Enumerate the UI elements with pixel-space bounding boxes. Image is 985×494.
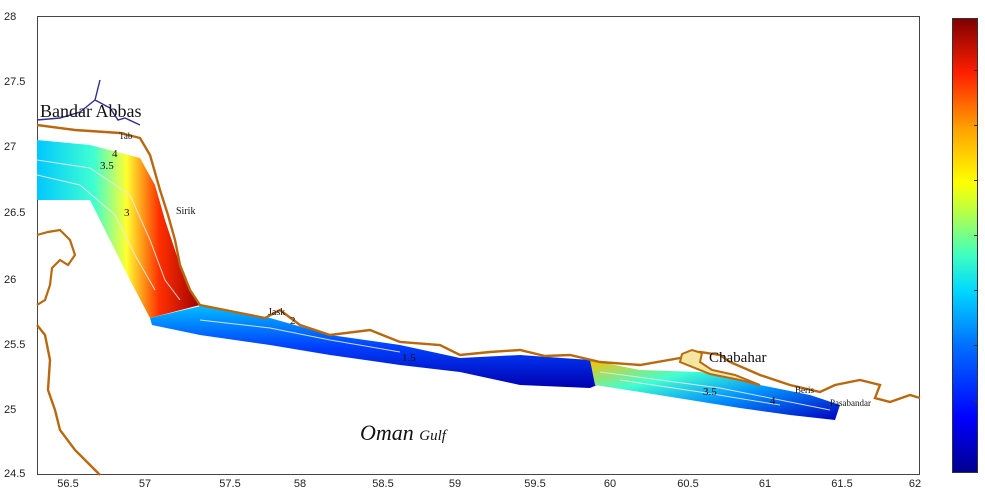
sea-label-main: Oman <box>360 420 414 445</box>
x-tick: 58 <box>294 478 306 490</box>
wave-field-central <box>150 305 620 388</box>
colorbar-tick <box>974 400 978 401</box>
y-tick: 26.5 <box>4 207 25 219</box>
contour-label: 4 <box>770 395 776 407</box>
x-tick: 62 <box>909 478 921 490</box>
x-tick: 58.5 <box>372 478 393 490</box>
y-tick: 25 <box>4 404 16 416</box>
x-tick: 59.5 <box>524 478 545 490</box>
x-tick: 60.5 <box>677 478 698 490</box>
x-tick: 59 <box>449 478 461 490</box>
colorbar-tick <box>974 235 978 236</box>
coastline-oman <box>37 325 100 475</box>
place-beris: Beris <box>795 385 814 395</box>
contour-label: 2 <box>290 315 296 327</box>
contour-label: 3 <box>124 207 130 219</box>
y-tick: 25.5 <box>4 339 25 351</box>
y-tick: 26 <box>4 274 16 286</box>
x-tick: 61.5 <box>831 478 852 490</box>
colorbar <box>952 18 978 473</box>
colorbar-tick <box>974 70 978 71</box>
wave-field-west <box>37 140 200 318</box>
contour-label: 3.5 <box>100 160 114 172</box>
colorbar-tick <box>974 345 978 346</box>
place-sirik: Sirik <box>176 206 195 217</box>
contour-label: 4 <box>112 148 118 160</box>
y-tick: 28 <box>4 11 16 23</box>
colorbar-tick <box>974 290 978 291</box>
sea-label: Oman Gulf <box>360 420 446 446</box>
x-tick: 61 <box>759 478 771 490</box>
sea-label-suffix: Gulf <box>419 428 446 444</box>
x-tick: 57 <box>139 478 151 490</box>
y-tick: 27.5 <box>4 76 25 88</box>
x-tick: 56.5 <box>57 478 78 490</box>
y-tick: 27 <box>4 141 16 153</box>
contour-label: 1.5 <box>402 352 416 364</box>
x-tick: 60 <box>604 478 616 490</box>
place-jask: Jask <box>268 307 285 318</box>
place-pasabandar: Pasabandar <box>830 398 871 408</box>
colorbar-tick <box>974 180 978 181</box>
contour-label: 3.5 <box>703 386 717 398</box>
place-chabahar: Chabahar <box>709 350 766 367</box>
x-tick: 57.5 <box>219 478 240 490</box>
colorbar-tick <box>974 125 978 126</box>
coastline-musandam <box>37 230 75 305</box>
place-bandar-abbas: Bandar Abbas <box>40 101 141 122</box>
y-tick: 24.5 <box>4 468 25 480</box>
place-tab: Tab <box>119 131 132 141</box>
